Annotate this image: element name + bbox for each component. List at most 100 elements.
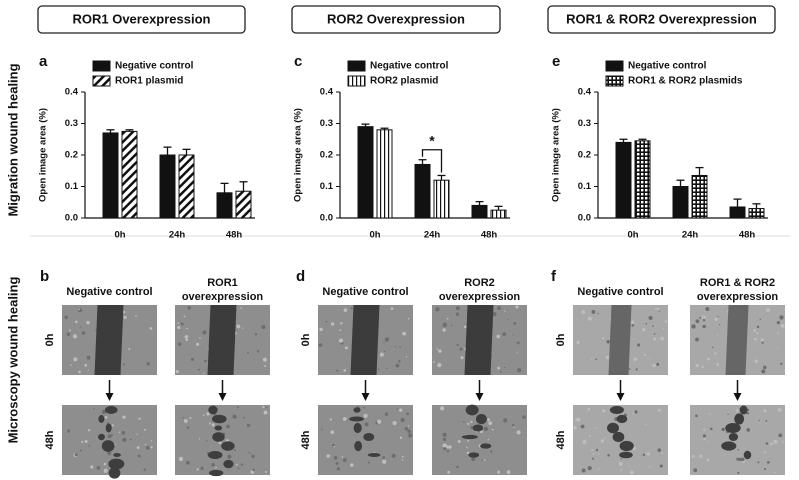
texture [649,357,651,360]
error-bar [676,179,685,187]
texture [644,354,647,357]
texture [122,415,126,419]
texture [398,360,401,363]
texture [780,323,785,329]
texture [326,454,331,458]
texture [407,429,411,433]
texture [344,346,348,350]
texture [463,325,467,329]
texture [262,406,265,409]
texture [404,427,409,431]
texture [251,454,255,459]
texture [773,471,776,474]
texture [488,421,493,425]
texture [660,336,665,341]
texture [396,408,398,410]
texture [330,430,335,435]
texture [408,433,413,438]
texture [122,437,127,442]
texture [90,465,94,469]
texture [79,449,82,452]
texture [400,417,405,423]
texture [383,341,385,344]
texture [522,415,526,419]
texture [703,428,706,431]
texture [582,439,587,445]
texture [200,466,204,471]
texture [766,461,770,464]
wound-residue [619,440,634,452]
header: ROR1 Overexpression [72,11,210,26]
texture [333,456,338,460]
texture [727,413,729,415]
texture [691,454,695,458]
texture [497,306,501,310]
arrow-head [733,393,742,401]
texture [103,462,107,466]
wound-residue [465,404,479,416]
wound-residue [211,414,227,424]
wound-residue [619,451,633,459]
texture [95,329,97,331]
wound-residue [728,432,739,442]
texture [695,319,700,324]
texture [776,321,780,325]
texture [265,406,267,409]
texture [642,453,646,457]
y-axis-label: Open image area (%) [293,108,304,202]
y-tick-label: 0.2 [320,150,333,161]
texture [234,449,236,452]
texture [709,413,711,415]
texture [376,419,382,424]
x-tick-label: 24h [169,230,186,241]
texture [436,348,439,350]
x-tick-label: 48h [226,230,243,241]
texture [443,326,445,328]
texture [718,324,721,326]
wound-residue [363,432,375,442]
texture [88,429,91,432]
texture [595,358,598,361]
texture [721,427,725,432]
texture [123,363,126,366]
x-tick-label: 48h [481,230,498,241]
wound-residue [743,450,752,460]
texture [235,463,238,466]
texture [707,357,711,361]
wound-gap [350,305,380,375]
texture [74,453,78,457]
texture [756,325,760,329]
texture [202,330,207,335]
texture [761,341,764,344]
texture [407,425,410,427]
texture [460,356,464,360]
texture [199,337,201,340]
texture [68,329,71,332]
texture [236,406,239,409]
texture [262,357,267,362]
legend-swatch [347,75,366,87]
texture [664,320,668,323]
y-tick-label: 0.4 [65,87,79,98]
y-tick-label: 0.1 [65,181,79,192]
texture [737,471,740,474]
texture [701,365,704,369]
texture [226,424,230,429]
texture [496,334,501,339]
texture [319,327,323,332]
texture [645,322,648,325]
texture [646,452,650,456]
legend-swatch [605,75,624,87]
texture [264,365,267,367]
texture [392,420,397,426]
texture [702,315,706,319]
legend-swatch [605,60,624,72]
texture [145,446,150,450]
texture [391,453,396,458]
y-tick-label: 0.3 [65,118,78,129]
texture [75,320,78,324]
bar [159,154,176,219]
wound-residue [725,423,741,433]
texture [111,424,115,427]
header-box [37,5,246,34]
